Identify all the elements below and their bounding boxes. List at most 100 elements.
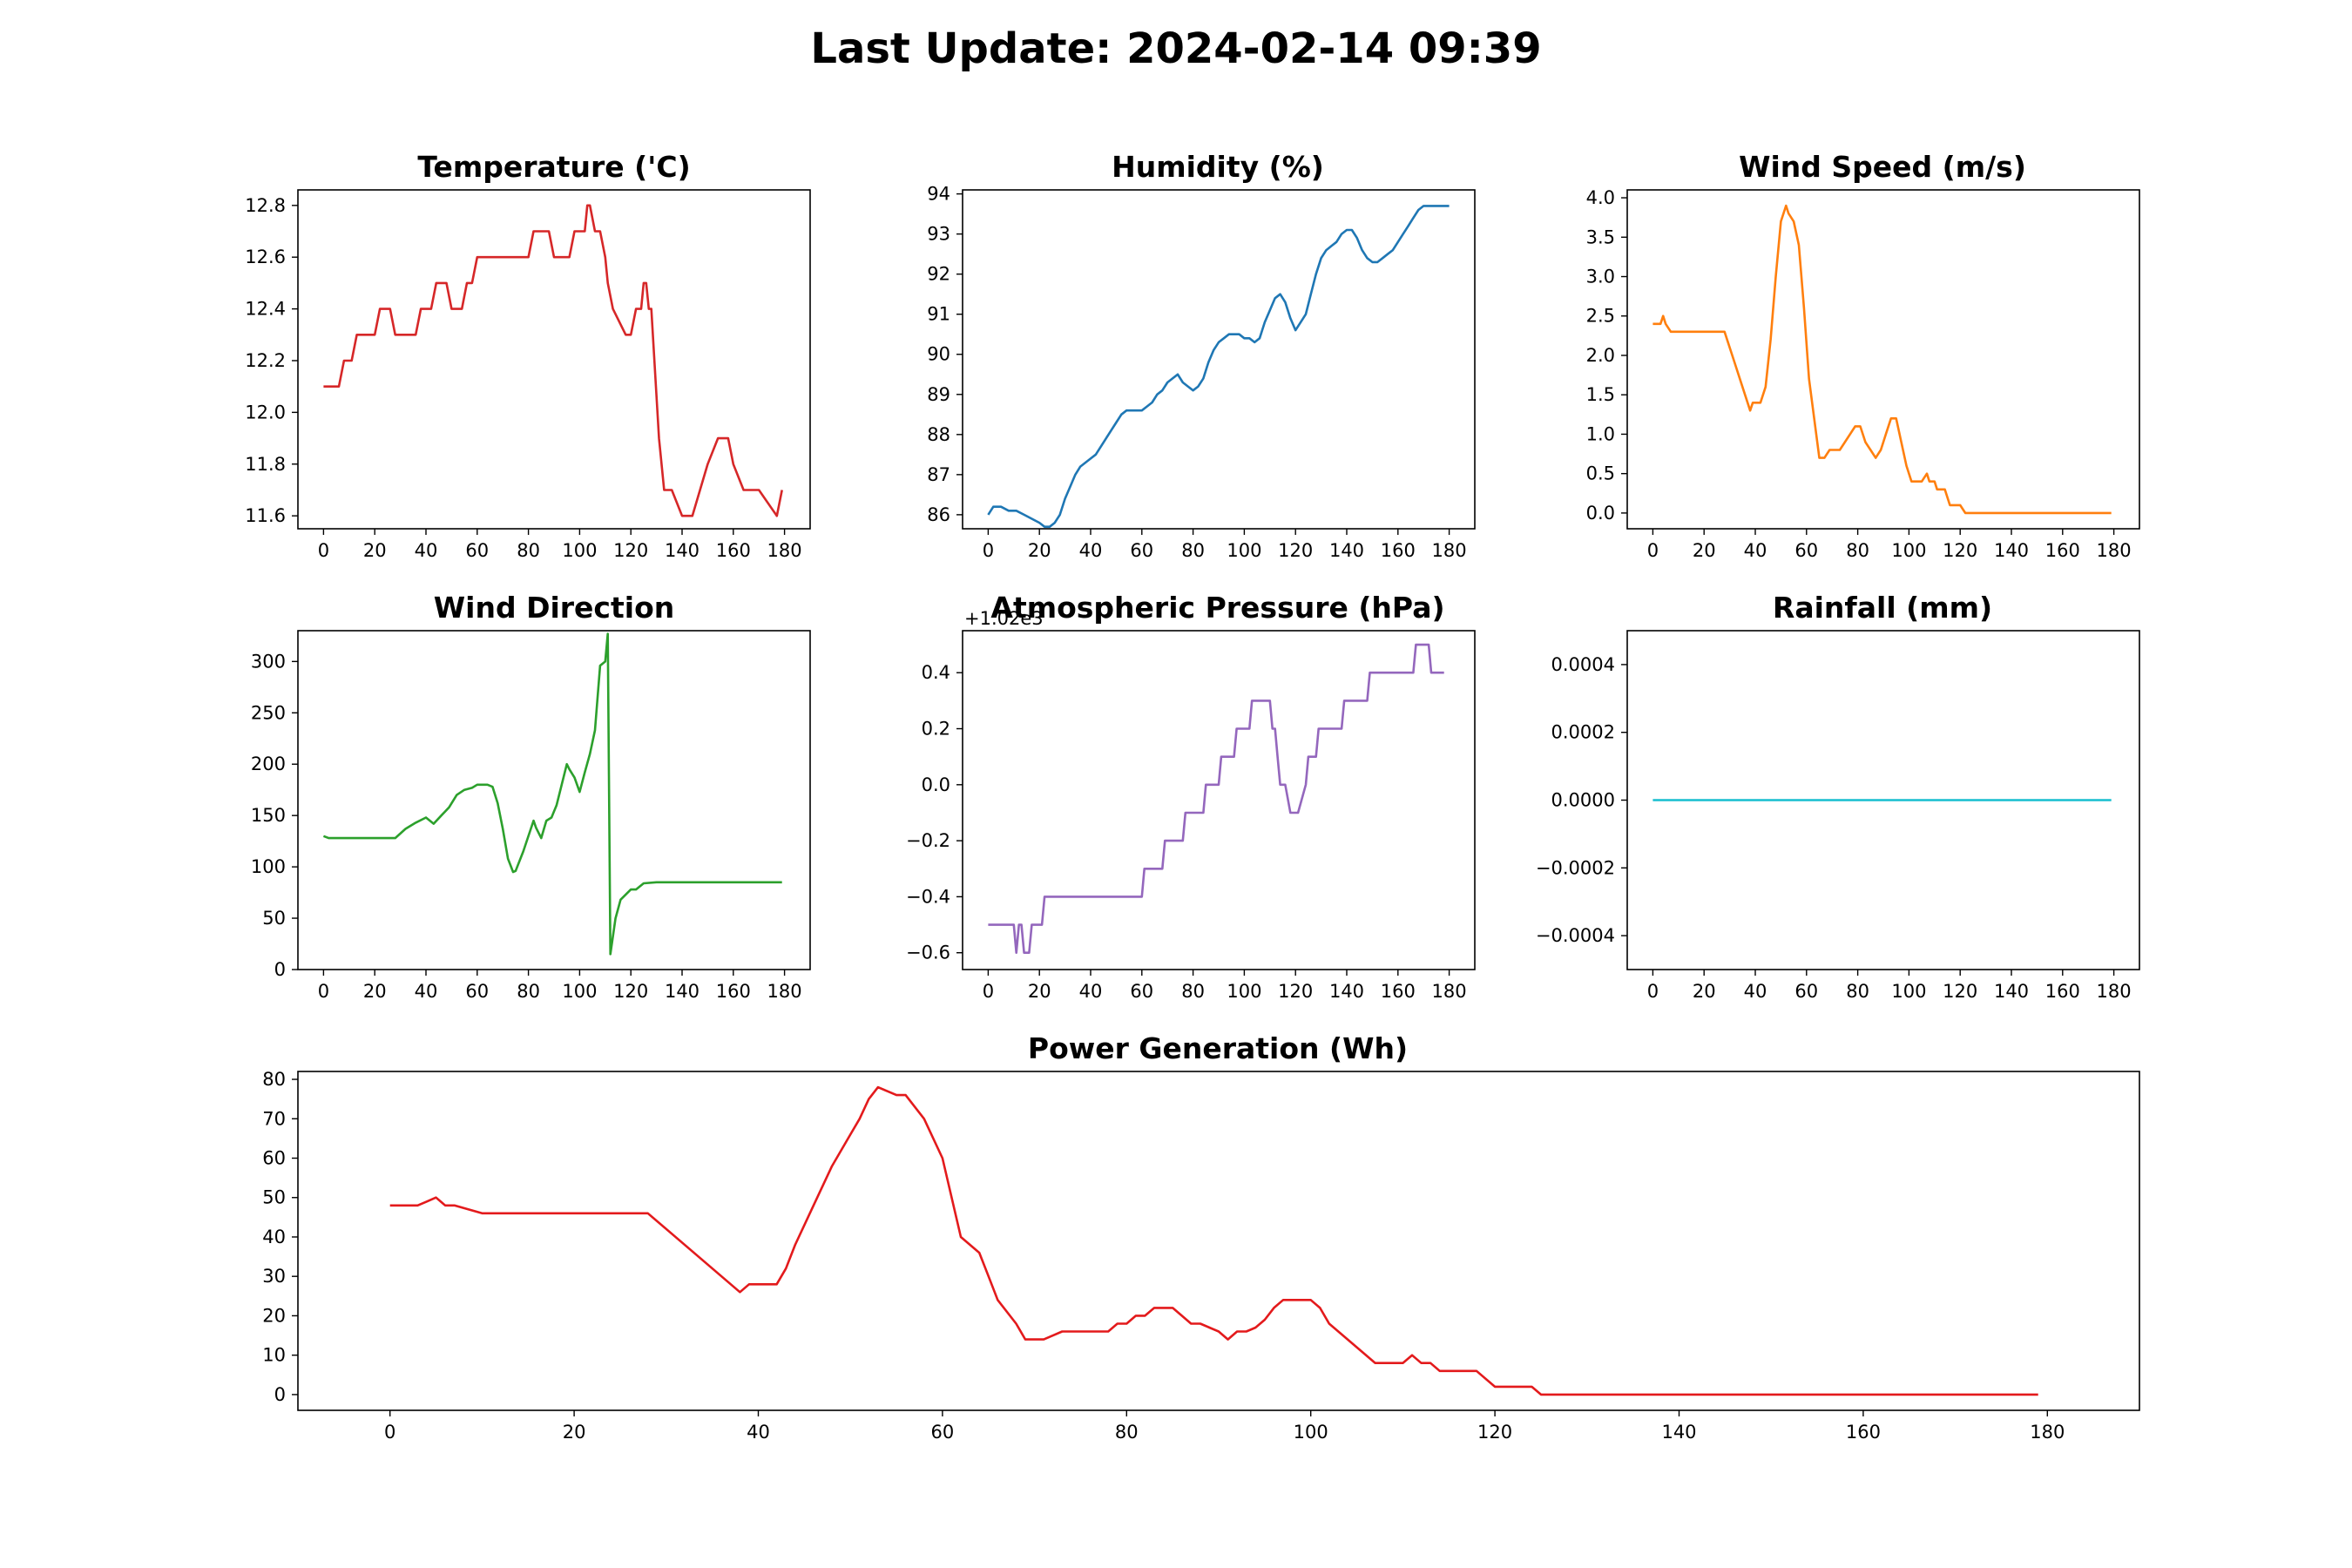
wind-speed-x-tick-label: 80 <box>1846 540 1869 561</box>
power-x-tick-label: 20 <box>563 1422 586 1443</box>
humidity-x-tick-label: 100 <box>1227 540 1261 561</box>
humidity-y-tick-label: 88 <box>927 424 950 445</box>
power-y-tick-label: 80 <box>262 1069 286 1090</box>
temperature-y-tick-label: 12.0 <box>245 402 286 422</box>
wind-speed-x-tick-label: 180 <box>2097 540 2132 561</box>
wind-direction-x-tick-label: 80 <box>517 981 540 1002</box>
wind-speed-x-tick-label: 40 <box>1744 540 1767 561</box>
wind-speed-series-line <box>1652 204 2112 515</box>
humidity-series-line <box>987 205 1450 528</box>
pressure-chart: +1.02e3 Atmospheric Pressure (hPa) 0 20 40… <box>906 591 1476 1002</box>
power-axes-frame <box>297 1071 2140 1411</box>
rainfall-x-tick-label: 180 <box>2097 981 2132 1002</box>
temperature-axes-frame <box>297 189 811 530</box>
humidity-y-tick-label: 92 <box>927 264 950 285</box>
wind-speed-x-tick-label: 20 <box>1693 540 1716 561</box>
pressure-x-tick-label: 100 <box>1227 981 1261 1002</box>
humidity-y-tick-label: 90 <box>927 344 950 365</box>
wind-direction-y-tick-label: 50 <box>262 908 286 929</box>
power-generation-chart: Power Generation (Wh) 0 20 40 60 80 100 120 140… <box>262 1031 2140 1443</box>
pressure-x-tick-label: 20 <box>1028 981 1051 1002</box>
wind-direction-chart: Wind Direction 0 20 40 60 80 100 120 140 160 180 0… <box>251 591 811 1002</box>
power-x-tick-label: 80 <box>1115 1422 1139 1443</box>
wind-speed-x-tick-label: 120 <box>1943 540 1977 561</box>
humidity-y-tick-label: 87 <box>927 464 950 485</box>
temperature-x-tick-label: 20 <box>363 540 387 561</box>
humidity-y-tick-label: 86 <box>927 504 950 525</box>
wind-speed-x-tick-label: 160 <box>2045 540 2080 561</box>
wind-direction-y-tick-label: 150 <box>251 805 286 826</box>
pressure-x-tick-label: 160 <box>1381 981 1416 1002</box>
humidity-x-tick-label: 120 <box>1278 540 1313 561</box>
power-y-tick-label: 70 <box>262 1108 286 1129</box>
power-x-tick-label: 180 <box>2030 1422 2065 1443</box>
pressure-series-line <box>988 643 1444 954</box>
temperature-y-tick-label: 11.6 <box>245 505 286 526</box>
temperature-x-tick-label: 40 <box>415 540 438 561</box>
rainfall-y-tick-label: 0.0004 <box>1551 654 1615 675</box>
temperature-x-tick-label: 0 <box>318 540 329 561</box>
temperature-chart-title: Temperature ('C) <box>417 150 690 184</box>
wind-direction-series-line <box>322 632 782 956</box>
rainfall-x-tick-label: 80 <box>1846 981 1869 1002</box>
wind-speed-chart-title: Wind Speed (m/s) <box>1739 150 2026 184</box>
temperature-y-tick-label: 12.2 <box>245 350 286 371</box>
wind-speed-y-tick-label: 2.0 <box>1586 345 1615 366</box>
rainfall-x-tick-label: 60 <box>1794 981 1818 1002</box>
wind-direction-chart-title: Wind Direction <box>434 591 675 625</box>
wind-direction-x-tick-label: 160 <box>716 981 751 1002</box>
power-y-tick-label: 0 <box>274 1384 286 1405</box>
wind-direction-x-tick-label: 60 <box>465 981 489 1002</box>
wind-speed-y-tick-label: 4.0 <box>1586 187 1615 208</box>
humidity-chart: Humidity (%) 0 20 40 60 80 100 120 140 160 180 86 8… <box>927 150 1476 561</box>
pressure-chart-title: Atmospheric Pressure (hPa) <box>990 591 1444 625</box>
temperature-x-tick-label: 160 <box>716 540 751 561</box>
humidity-y-tick-label: 94 <box>927 184 950 205</box>
rainfall-y-tick-label: 0.0000 <box>1551 790 1615 811</box>
rainfall-y-tick-label: −0.0004 <box>1536 925 1615 946</box>
rainfall-x-tick-label: 120 <box>1943 981 1977 1002</box>
wind-direction-axes-frame <box>297 630 811 970</box>
temperature-x-tick-label: 80 <box>517 540 540 561</box>
temperature-y-tick-label: 11.8 <box>245 454 286 475</box>
humidity-axes-frame <box>962 189 1476 530</box>
humidity-x-tick-label: 160 <box>1381 540 1416 561</box>
wind-direction-y-tick-label: 250 <box>251 702 286 723</box>
pressure-x-tick-label: 180 <box>1432 981 1467 1002</box>
wind-speed-x-tick-label: 100 <box>1891 540 1926 561</box>
wind-speed-y-tick-label: 0.5 <box>1586 463 1615 484</box>
rainfall-y-tick-label: 0.0002 <box>1551 722 1615 743</box>
pressure-x-tick-label: 60 <box>1130 981 1153 1002</box>
humidity-x-tick-label: 80 <box>1181 540 1205 561</box>
power-y-tick-label: 60 <box>262 1148 286 1169</box>
rainfall-x-tick-label: 100 <box>1891 981 1926 1002</box>
temperature-series-line <box>323 204 783 517</box>
rainfall-x-tick-label: 20 <box>1693 981 1716 1002</box>
humidity-x-tick-label: 40 <box>1079 540 1103 561</box>
rainfall-x-tick-label: 160 <box>2045 981 2080 1002</box>
temperature-y-tick-label: 12.4 <box>245 299 286 320</box>
pressure-x-tick-label: 80 <box>1181 981 1205 1002</box>
wind-direction-x-tick-label: 40 <box>415 981 438 1002</box>
power-generation-chart-title: Power Generation (Wh) <box>1028 1031 1408 1065</box>
temperature-x-tick-label: 100 <box>562 540 597 561</box>
pressure-y-tick-label: 0.0 <box>922 774 950 795</box>
temperature-x-tick-label: 60 <box>465 540 489 561</box>
power-y-tick-label: 40 <box>262 1227 286 1247</box>
wind-direction-x-tick-label: 120 <box>613 981 648 1002</box>
wind-direction-y-tick-label: 100 <box>251 856 286 877</box>
temperature-x-tick-label: 180 <box>767 540 802 561</box>
wind-direction-y-tick-label: 300 <box>251 651 286 672</box>
humidity-x-tick-label: 140 <box>1329 540 1364 561</box>
rainfall-y-tick-label: −0.0002 <box>1536 857 1615 878</box>
wind-speed-x-tick-label: 140 <box>1994 540 2029 561</box>
last-update-title: Last Update: 2024-02-14 09:39 <box>810 24 1541 73</box>
power-x-tick-label: 100 <box>1294 1422 1328 1443</box>
wind-direction-y-tick-label: 200 <box>251 754 286 774</box>
wind-direction-x-tick-label: 140 <box>665 981 700 1002</box>
wind-speed-x-tick-label: 0 <box>1647 540 1659 561</box>
wind-direction-x-tick-label: 100 <box>562 981 597 1002</box>
humidity-chart-title: Humidity (%) <box>1112 150 1324 184</box>
wind-speed-y-tick-label: 0.0 <box>1586 503 1615 524</box>
